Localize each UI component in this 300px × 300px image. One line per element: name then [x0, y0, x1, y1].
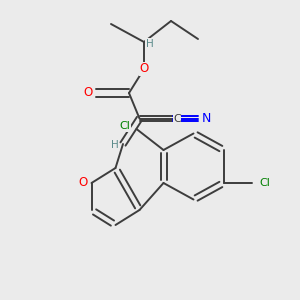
Text: O: O — [140, 62, 148, 76]
Text: H: H — [111, 140, 119, 151]
Text: Cl: Cl — [259, 178, 270, 188]
Text: O: O — [79, 176, 88, 190]
Text: Cl: Cl — [120, 121, 130, 131]
Text: C: C — [173, 113, 181, 124]
Text: O: O — [83, 86, 92, 100]
Text: H: H — [146, 38, 153, 49]
Text: N: N — [202, 112, 211, 125]
